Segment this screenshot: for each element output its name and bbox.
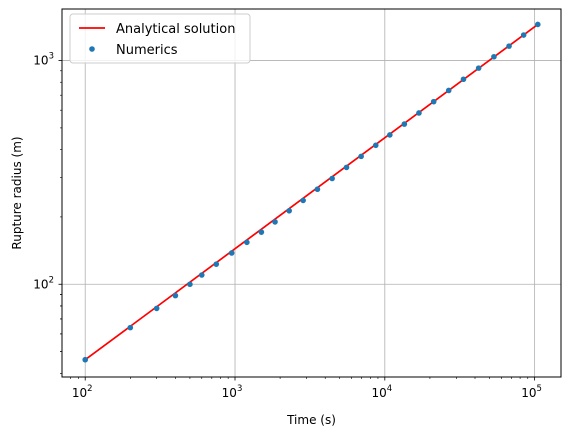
grid bbox=[62, 9, 561, 377]
x-tick-label: 104 bbox=[371, 384, 392, 400]
numerics-point bbox=[520, 32, 527, 38]
legend-numerics-swatch bbox=[89, 46, 95, 52]
numerics-point bbox=[198, 272, 205, 278]
y-tick-label: 102 bbox=[33, 275, 54, 291]
numerics-point bbox=[491, 53, 497, 60]
numerics-point bbox=[329, 175, 335, 182]
legend: Analytical solution Numerics bbox=[69, 13, 251, 64]
x-tick-label: 102 bbox=[72, 384, 93, 400]
numerics-point bbox=[372, 142, 379, 149]
numerics-point bbox=[172, 292, 179, 299]
numerics-point bbox=[416, 110, 422, 116]
numerics-point bbox=[358, 153, 364, 160]
numerics-point bbox=[187, 281, 193, 288]
x-axis-label: Time (s) bbox=[286, 413, 336, 427]
numerics-point bbox=[401, 121, 408, 127]
numerics-point bbox=[153, 305, 160, 312]
numerics-point bbox=[534, 21, 541, 28]
numerics-point bbox=[213, 261, 220, 267]
legend-box bbox=[69, 13, 251, 64]
numerics-point bbox=[272, 219, 278, 225]
numerics-point bbox=[506, 43, 512, 49]
legend-numerics-label: Numerics bbox=[116, 43, 178, 58]
numerics-point bbox=[286, 208, 293, 214]
numerics-point bbox=[445, 87, 452, 94]
numerics-point bbox=[228, 250, 235, 256]
axis-ticks: 102 103 104 105 102 103 bbox=[33, 52, 542, 400]
y-tick-label: 103 bbox=[33, 52, 54, 68]
numerics-point bbox=[460, 76, 467, 83]
numerics-point bbox=[387, 132, 393, 138]
legend-analytical-label: Analytical solution bbox=[116, 22, 235, 37]
numerics-point bbox=[258, 229, 265, 235]
numerics-point bbox=[82, 356, 89, 363]
numerics-point bbox=[475, 65, 482, 71]
y-axis-label: Rupture radius (m) bbox=[10, 136, 24, 249]
numerics-point bbox=[314, 186, 321, 193]
numerics-point bbox=[343, 164, 350, 171]
numerics-point bbox=[300, 197, 306, 204]
numerics-point bbox=[127, 324, 134, 331]
numerics-point bbox=[244, 239, 250, 246]
plot-frame bbox=[61, 8, 562, 378]
x-tick-label: 103 bbox=[222, 384, 243, 400]
plot-series bbox=[82, 21, 541, 363]
x-tick-label: 105 bbox=[521, 384, 542, 400]
numerics-point bbox=[430, 98, 437, 105]
